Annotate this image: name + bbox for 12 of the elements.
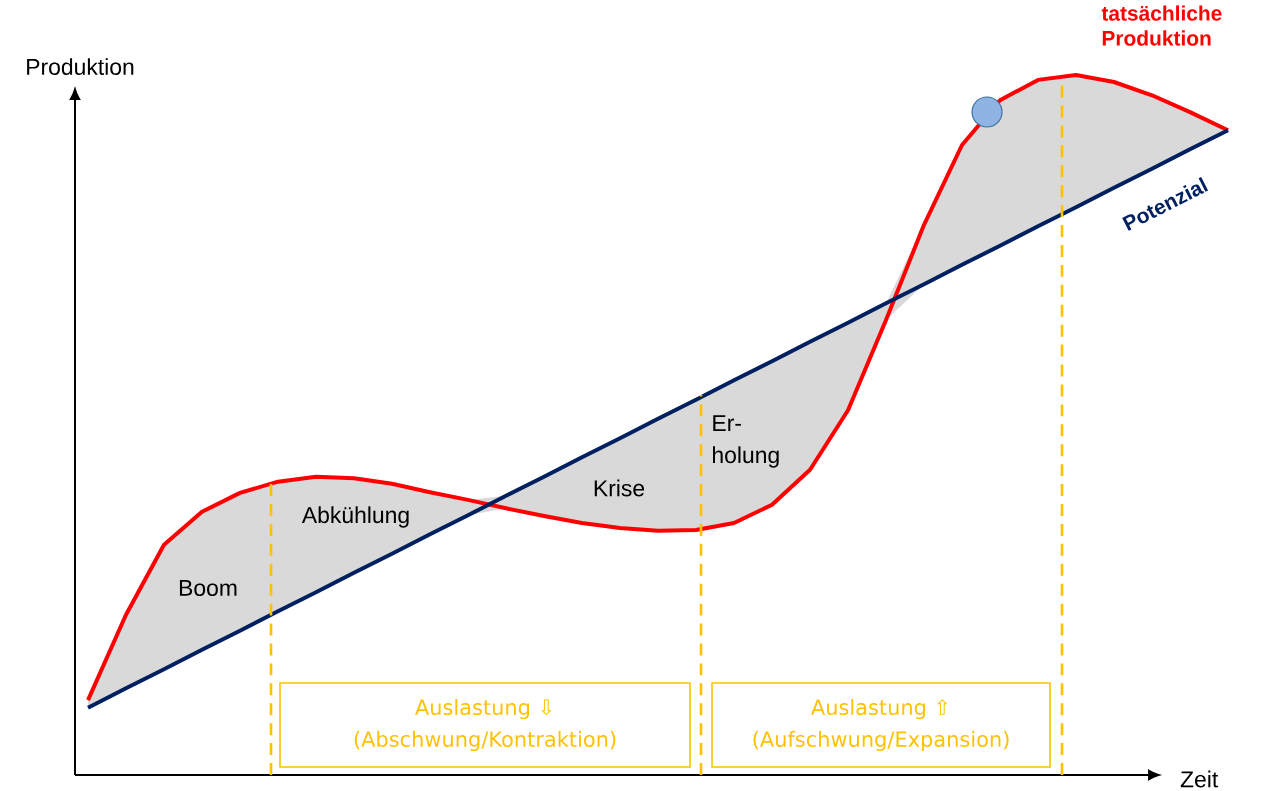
annotation: (Aufschwung/Expansion): [753, 730, 1009, 752]
annotation: Auslastung ⇩: [415, 698, 552, 720]
y-axis-title: Produktion: [27, 58, 134, 75]
annotation: Auslastung ⇧: [811, 698, 948, 720]
annotation: Krise: [594, 479, 645, 497]
annotation: (Abschwung/Kontraktion): [354, 730, 616, 752]
annotation: Abkühlung: [301, 506, 409, 528]
annotation: Boom: [179, 580, 237, 596]
x-axis-title: Zeit: [1180, 770, 1219, 788]
annotation: Er-: [713, 415, 741, 431]
series-label: tatsächliche Produktion: [1101, 5, 1222, 46]
annotation: holung: [713, 446, 779, 468]
